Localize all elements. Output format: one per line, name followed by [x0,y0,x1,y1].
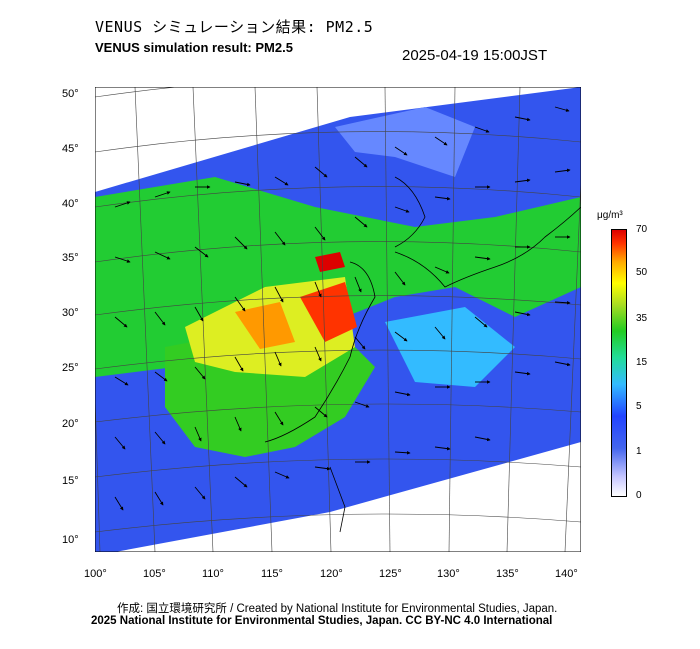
lon-label-130: 130° [437,568,460,580]
colorbar-tick-35: 35 [636,313,648,324]
footer-license: 2025 National Institute for Environmenta… [91,615,553,627]
map-title-japanese: VENUS シミュレーション結果: PM2.5 [95,18,374,36]
colorbar-tick-50: 50 [636,267,648,278]
pm-low-region-sea [385,307,515,387]
colorbar-tick-1: 1 [636,446,642,457]
coastlines [264,176,581,533]
lat-label-35: 35° [62,252,79,264]
lat-label-50: 50° [62,88,79,100]
pm-high-region-west [235,302,295,349]
lat-label-25: 25° [62,362,79,374]
lon-label-100: 100° [84,568,107,580]
lat-label-15: 15° [62,475,79,487]
wind-vectors [114,106,571,511]
map-title-english: VENUS simulation result: PM2.5 [95,40,293,55]
colorbar-tick-5: 5 [636,401,642,412]
map-timestamp: 2025-04-19 15:00JST [402,47,548,64]
pm-low-region [335,107,475,177]
lon-label-135: 135° [496,568,519,580]
lon-label-110: 110° [202,568,224,580]
pm25-map [95,87,581,552]
lon-label-105: 105° [143,568,166,580]
lat-label-45: 45° [62,143,79,155]
lon-label-125: 125° [379,568,402,580]
colorbar [611,229,627,497]
colorbar-tick-15: 15 [636,357,648,368]
lat-label-30: 30° [62,307,79,319]
lon-label-120: 120° [320,568,343,580]
lat-label-40: 40° [62,198,79,210]
graticule [95,87,581,552]
lon-label-115: 115° [261,568,283,580]
colorbar-unit: μg/m³ [597,210,623,221]
pm-high-region-east [300,282,357,342]
footer-credit: 作成: 国立環境研究所 / Created by National Instit… [117,603,558,615]
colorbar-tick-0: 0 [636,490,642,501]
lat-label-10: 10° [62,534,79,546]
colorbar-tick-70: 70 [636,224,648,235]
lat-label-20: 20° [62,418,79,430]
lon-label-140: 140° [555,568,578,580]
